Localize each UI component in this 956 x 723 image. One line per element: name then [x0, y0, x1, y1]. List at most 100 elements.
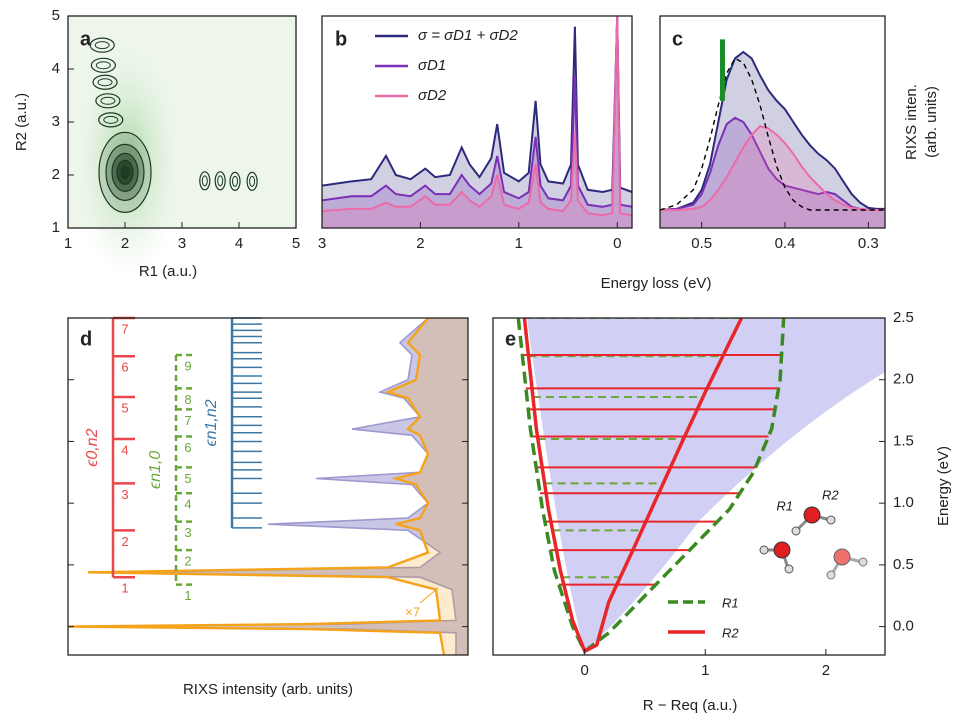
series-line — [660, 116, 885, 211]
annotation: ×7 — [405, 604, 420, 619]
contour — [232, 175, 239, 187]
x-axis-label: Energy loss (eV) — [601, 275, 712, 292]
ladder-label: 1 — [121, 581, 128, 596]
ladder-name: ϵn1,0 — [147, 451, 164, 489]
series-line — [660, 125, 885, 211]
y-axis-label: (arb. units) — [923, 86, 940, 158]
axes-frame — [492, 317, 886, 656]
contour — [97, 78, 113, 87]
plot-area — [516, 318, 786, 654]
panel-label: c — [672, 28, 683, 50]
x-tick-label: 0.4 — [775, 235, 796, 252]
contour — [199, 171, 211, 191]
ladder-label: 9 — [184, 358, 191, 373]
area — [68, 318, 468, 655]
y-axis-label: Energy (eV) — [935, 446, 952, 526]
contour — [100, 96, 116, 105]
contour — [95, 61, 111, 70]
plot-area — [68, 318, 468, 655]
ladder-label: 7 — [184, 413, 191, 428]
y-tick-label: 2 — [52, 166, 60, 183]
contour — [92, 74, 118, 90]
y-tick-label: 1.5 — [893, 432, 914, 449]
ladder-label: 6 — [121, 360, 128, 375]
x-axis-label: R1 (a.u.) — [139, 263, 197, 280]
y-tick-label: 0.5 — [893, 556, 914, 573]
legend-label: σD2 — [418, 87, 447, 104]
panel-label: e — [505, 328, 516, 350]
x-tick-label: 2 — [121, 235, 129, 252]
x-tick-label: 1 — [701, 662, 709, 679]
y-axis-label: RIXS inten. — [903, 84, 920, 160]
area — [660, 126, 885, 228]
series-line — [322, 16, 632, 217]
legend-label: σD1 — [418, 57, 446, 74]
ladder-label: 5 — [121, 400, 128, 415]
y-tick-label: 4 — [52, 60, 60, 77]
y-tick-label: 2.5 — [893, 309, 914, 326]
plot-area — [322, 16, 632, 228]
x-axis-label: RIXS intensity (arb. units) — [183, 681, 353, 698]
y-tick-label: 1 — [52, 219, 60, 236]
ladder-label: 2 — [121, 534, 128, 549]
y-tick-label: 5 — [52, 7, 60, 24]
ladder-label: 4 — [121, 442, 128, 457]
y-tick-label: 0.0 — [893, 618, 914, 635]
contour — [246, 171, 258, 191]
x-tick-label: 0.5 — [691, 235, 712, 252]
x-tick-label: 2 — [822, 662, 830, 679]
series-line — [660, 50, 885, 211]
y-axis-label: R2 (a.u.) — [13, 93, 30, 151]
contour — [95, 93, 121, 109]
plot-area — [89, 37, 258, 213]
molecules — [759, 506, 868, 580]
axes-frame — [321, 15, 633, 229]
ladder-label: 7 — [121, 321, 128, 336]
x-tick-label: 0 — [613, 235, 621, 252]
area — [68, 318, 468, 655]
contour — [217, 175, 224, 187]
x-tick-label: 0.3 — [858, 235, 879, 252]
series-line — [522, 318, 744, 654]
y-tick-label: 3 — [52, 113, 60, 130]
axes-frame — [67, 317, 469, 656]
ladder-label: 3 — [184, 525, 191, 540]
legend-label: R2 — [722, 625, 739, 640]
contour — [249, 175, 256, 187]
trajectory-bundle — [527, 318, 885, 652]
ladder-label: 4 — [184, 497, 191, 512]
panel-label: a — [80, 28, 92, 50]
x-tick-label: 0 — [580, 662, 588, 679]
area — [660, 117, 885, 228]
ladder-label: 8 — [184, 392, 191, 407]
series-line — [322, 16, 632, 194]
contour — [229, 171, 241, 191]
series-line — [516, 318, 786, 654]
series-line — [68, 318, 446, 655]
contour — [98, 112, 124, 128]
y-tick-label: 2.0 — [893, 371, 914, 388]
legend-label: R1 — [722, 595, 739, 610]
series-line — [660, 57, 885, 211]
molecule-label: R1 — [776, 498, 793, 513]
plot-area — [660, 39, 885, 228]
x-tick-label: 1 — [515, 235, 523, 252]
molecule-label: R2 — [822, 487, 839, 502]
x-tick-label: 1 — [64, 235, 72, 252]
x-tick-label: 3 — [178, 235, 186, 252]
contour — [90, 57, 116, 73]
series-line — [322, 16, 632, 208]
annotation-leader — [419, 587, 439, 604]
x-tick-label: 2 — [416, 235, 424, 252]
ladder-name: ϵ0,n2 — [84, 428, 101, 466]
contour — [94, 41, 110, 50]
y-tick-label: 1.0 — [893, 494, 914, 511]
x-tick-label: 5 — [292, 235, 300, 252]
ladder-label: 3 — [121, 487, 128, 502]
x-axis-label: R − Req (a.u.) — [643, 697, 738, 714]
panel-label: d — [80, 328, 92, 350]
ladder-label: 1 — [184, 588, 191, 603]
panel-label: b — [335, 28, 347, 50]
ladder-name: ϵn1,n2 — [203, 399, 220, 446]
